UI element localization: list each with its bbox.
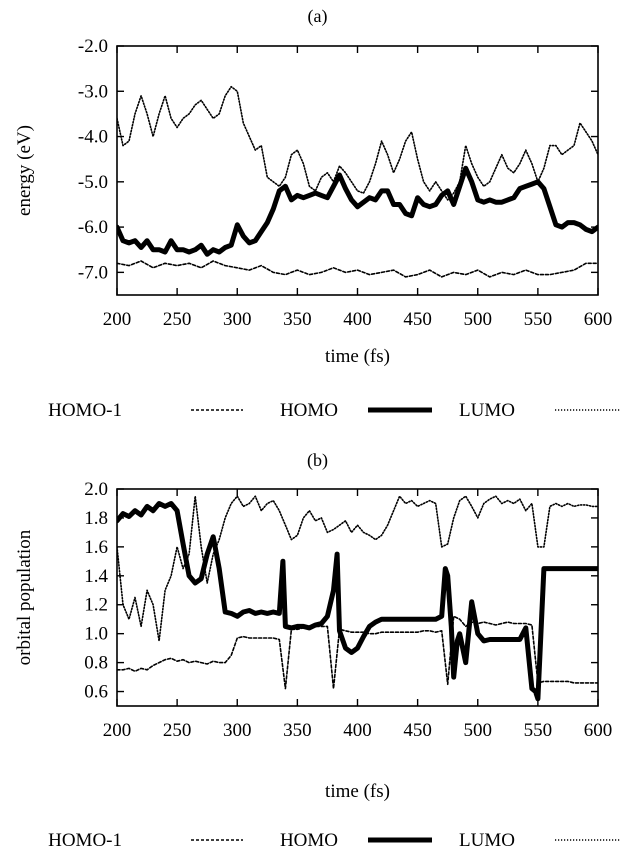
x-axis-label: time (fs)	[325, 346, 390, 367]
x-tick-label: 300	[223, 720, 252, 741]
y-tick-label: 2.0	[84, 479, 108, 500]
x-tick-label: 600	[584, 720, 613, 741]
plot-frame	[116, 488, 599, 707]
y-axis-label: orbital population	[14, 529, 35, 665]
x-tick-label: 400	[343, 720, 372, 741]
x-tick-label: 350	[283, 720, 312, 741]
x-tick-label: 250	[163, 309, 192, 330]
y-tick-label: 0.6	[84, 682, 108, 703]
x-tick-label: 500	[464, 309, 493, 330]
series-line-lumo	[117, 495, 598, 642]
legend-label: HOMO-1	[48, 400, 122, 421]
x-tick-label: 450	[403, 309, 432, 330]
legend-label: HOMO	[280, 830, 338, 851]
series-line-homo-1	[117, 260, 598, 278]
y-tick-label: -7.0	[78, 262, 108, 283]
x-tick-label: 400	[343, 309, 372, 330]
y-tick-label: 1.4	[84, 566, 108, 587]
y-axis-label: energy (eV)	[14, 125, 35, 216]
y-tick-label: -2.0	[78, 36, 108, 57]
legend-label: HOMO-1	[48, 830, 122, 851]
x-axis-label: time (fs)	[325, 781, 390, 802]
y-tick-label: -3.0	[78, 81, 108, 102]
y-tick-label: 1.8	[84, 508, 108, 529]
chart-title: (b)	[307, 450, 328, 471]
plot-frame	[116, 45, 599, 296]
y-tick-label: -5.0	[78, 172, 108, 193]
x-tick-label: 600	[584, 309, 613, 330]
series-line-homo-1	[117, 615, 598, 690]
legend-label: LUMO	[459, 400, 515, 421]
series-line-homo	[117, 501, 598, 702]
series-line-homo	[117, 165, 598, 257]
legend-label: HOMO	[280, 400, 338, 421]
legend-label: LUMO	[459, 830, 515, 851]
x-tick-label: 200	[103, 720, 132, 741]
series-line-lumo	[117, 85, 598, 201]
x-tick-label: 300	[223, 309, 252, 330]
y-tick-label: -4.0	[78, 127, 108, 148]
chart-title: (a)	[308, 6, 328, 27]
x-tick-label: 550	[524, 309, 553, 330]
x-tick-label: 200	[103, 309, 132, 330]
x-tick-label: 350	[283, 309, 312, 330]
y-tick-label: -6.0	[78, 217, 108, 238]
x-tick-label: 450	[403, 720, 432, 741]
y-tick-label: 0.8	[84, 653, 108, 674]
y-tick-label: 1.6	[84, 537, 108, 558]
y-tick-label: 1.0	[84, 624, 108, 645]
x-tick-label: 550	[524, 720, 553, 741]
x-tick-label: 250	[163, 720, 192, 741]
x-tick-label: 500	[464, 720, 493, 741]
y-tick-label: 1.2	[84, 595, 108, 616]
